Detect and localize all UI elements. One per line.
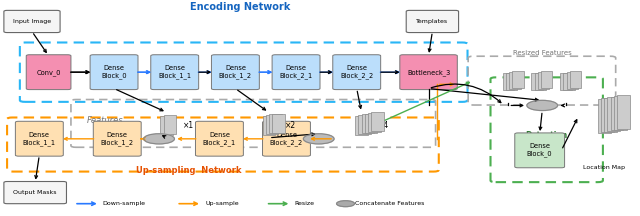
FancyBboxPatch shape (93, 121, 141, 156)
Bar (502, 73, 514, 90)
Circle shape (303, 134, 334, 144)
Bar (538, 72, 549, 89)
Text: Encoding Network: Encoding Network (190, 3, 291, 13)
FancyBboxPatch shape (26, 55, 71, 90)
Bar (601, 98, 614, 132)
Text: Resized Features: Resized Features (513, 50, 572, 56)
Text: Up-sample: Up-sample (205, 201, 239, 206)
FancyBboxPatch shape (4, 10, 60, 33)
Text: Conv_0: Conv_0 (36, 69, 61, 76)
Bar (371, 112, 384, 131)
Bar (534, 73, 546, 90)
Circle shape (337, 201, 355, 207)
Text: Down-sample: Down-sample (103, 201, 146, 206)
FancyBboxPatch shape (211, 55, 259, 90)
Text: Bottleneck_3: Bottleneck_3 (407, 69, 450, 76)
Bar (509, 72, 520, 89)
Bar (570, 71, 581, 88)
Text: Concatenate Features: Concatenate Features (355, 201, 424, 206)
Text: Dense
Block_1_1: Dense Block_1_1 (23, 132, 56, 146)
Text: Dense
Block_0: Dense Block_0 (527, 143, 552, 157)
Bar (506, 73, 517, 90)
Text: ×1: ×1 (182, 121, 194, 130)
Text: Output Masks: Output Masks (13, 190, 57, 195)
FancyBboxPatch shape (515, 133, 564, 168)
Text: Location Map: Location Map (583, 165, 625, 170)
Bar (560, 73, 572, 90)
Bar (598, 99, 611, 133)
Text: Detection
Network: Detection Network (525, 131, 568, 150)
FancyBboxPatch shape (406, 10, 459, 33)
Text: Resize: Resize (294, 201, 314, 206)
Bar (164, 115, 176, 134)
Bar (541, 71, 552, 88)
Bar (531, 73, 543, 90)
Text: Dense
Block_2_1: Dense Block_2_1 (203, 132, 236, 146)
Bar (262, 116, 275, 135)
Bar (611, 97, 623, 130)
FancyBboxPatch shape (333, 55, 381, 90)
Text: Templates: Templates (417, 19, 449, 24)
Bar (272, 114, 285, 133)
FancyBboxPatch shape (15, 121, 63, 156)
FancyBboxPatch shape (151, 55, 198, 90)
Bar (566, 72, 578, 89)
Text: ×2: ×2 (285, 121, 296, 130)
FancyBboxPatch shape (195, 121, 243, 156)
Circle shape (144, 134, 174, 144)
Bar (365, 114, 378, 133)
Bar (604, 98, 617, 132)
Text: Input Image: Input Image (13, 19, 51, 24)
FancyBboxPatch shape (4, 181, 67, 204)
Bar (512, 71, 524, 88)
Text: ×4: ×4 (378, 121, 388, 130)
Text: Dense
Block_1_2: Dense Block_1_2 (100, 132, 134, 146)
Bar (368, 113, 381, 132)
Text: Dense
Block_1_2: Dense Block_1_2 (219, 65, 252, 79)
Text: Dense
Block_1_1: Dense Block_1_1 (158, 65, 191, 79)
Text: Dense
Block_2_2: Dense Block_2_2 (270, 132, 303, 146)
FancyBboxPatch shape (272, 55, 320, 90)
Bar (358, 115, 371, 134)
FancyBboxPatch shape (400, 55, 458, 90)
Bar (266, 115, 278, 134)
Bar (269, 114, 282, 133)
Bar (617, 95, 630, 129)
Text: Features: Features (87, 116, 124, 125)
Circle shape (527, 100, 557, 111)
Text: Dense
Block_2_2: Dense Block_2_2 (340, 65, 373, 79)
Text: Dense
Block_2_1: Dense Block_2_1 (280, 65, 312, 79)
Bar (607, 97, 620, 131)
Text: Dense
Block_0: Dense Block_0 (101, 65, 127, 79)
Bar (161, 116, 173, 135)
FancyBboxPatch shape (90, 55, 138, 90)
Bar (355, 116, 368, 135)
Bar (614, 96, 627, 130)
FancyBboxPatch shape (262, 121, 310, 156)
Text: Up-sampling  Network: Up-sampling Network (136, 166, 242, 175)
Bar (563, 73, 575, 90)
Bar (362, 114, 374, 133)
